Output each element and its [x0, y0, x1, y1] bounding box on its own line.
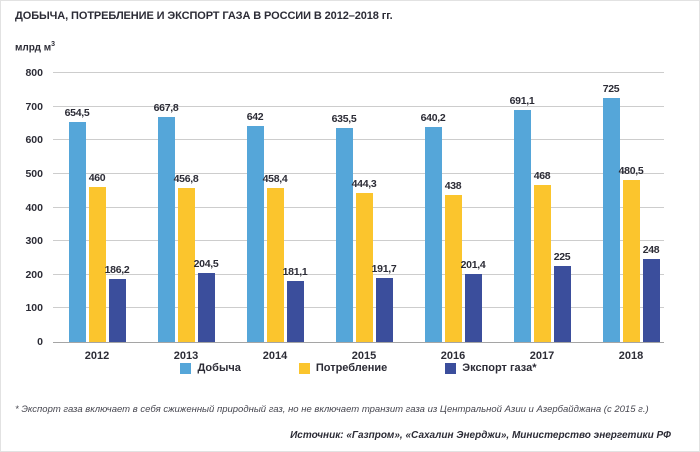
value-label-Потребление-2013: 456,8 — [173, 173, 199, 185]
value-label-Потребление-2014: 458,4 — [262, 173, 288, 185]
bar-Добыча-2014 — [246, 126, 264, 342]
value-label-Потребление-2015: 444,3 — [351, 178, 377, 190]
y-tick-label-200: 200 — [25, 268, 43, 281]
y-tick-label-500: 500 — [25, 167, 43, 180]
x-tick-label-2017: 2017 — [529, 350, 555, 362]
bar-Потребление-2018 — [622, 180, 640, 342]
value-label-Экспорт газа*-2014: 181,1 — [282, 266, 308, 278]
x-tick-label-2015: 2015 — [351, 350, 377, 362]
unit-text: млрд м — [15, 42, 52, 54]
bar-Добыча-2018 — [602, 98, 620, 342]
chart-title: ДОБЫЧА, ПОТРЕБЛЕНИЕ И ЭКСПОРТ ГАЗА В РОС… — [15, 10, 393, 22]
legend-swatch-icon — [298, 362, 310, 374]
bar-Экспорт газа*-2017 — [553, 266, 571, 342]
value-label-Экспорт газа*-2017: 225 — [553, 251, 571, 263]
value-label-Потребление-2017: 468 — [533, 170, 551, 182]
value-label-Потребление-2012: 460 — [88, 172, 106, 184]
bar-Добыча-2017 — [513, 110, 531, 342]
legend-label: Экспорт газа* — [462, 362, 537, 374]
bar-Потребление-2014 — [266, 188, 284, 342]
value-label-Добыча-2016: 640,2 — [420, 112, 446, 124]
value-label-Добыча-2017: 691,1 — [509, 95, 535, 107]
bar-Добыча-2013 — [157, 117, 175, 342]
bar-Экспорт газа*-2014 — [286, 281, 304, 342]
legend-item-Потребление: Потребление — [298, 362, 388, 374]
gridline-800 — [53, 72, 664, 73]
bar-Экспорт газа*-2016 — [464, 274, 482, 342]
legend-swatch-icon — [180, 362, 192, 374]
bar-chart-plot-area: 654,5 460 186,2 2012 667,8 456,8 204,5 2013 642 4… — [53, 72, 664, 362]
value-label-Экспорт газа*-2018: 248 — [642, 244, 660, 256]
x-tick-label-2013: 2013 — [173, 350, 199, 362]
y-tick-label-600: 600 — [25, 134, 43, 147]
bar-Экспорт газа*-2012 — [108, 279, 126, 342]
bar-Потребление-2015 — [355, 193, 373, 342]
value-label-Добыча-2013: 667,8 — [153, 102, 179, 114]
value-label-Добыча-2014: 642 — [246, 111, 264, 123]
legend-item-Добыча: Добыча — [180, 362, 241, 374]
value-label-Экспорт газа*-2015: 191,7 — [371, 263, 397, 275]
legend-label: Добыча — [197, 362, 241, 374]
value-label-Добыча-2015: 635,5 — [331, 113, 357, 125]
value-label-Добыча-2012: 654,5 — [64, 107, 90, 119]
x-tick-label-2012: 2012 — [84, 350, 110, 362]
gridline-600 — [53, 139, 664, 141]
y-tick-label-100: 100 — [25, 302, 43, 315]
value-label-Добыча-2018: 725 — [602, 83, 620, 95]
unit-superscript: 3 — [51, 41, 56, 48]
legend-item-Экспорт газа*: Экспорт газа* — [445, 362, 537, 374]
value-label-Потребление-2018: 480,5 — [618, 165, 644, 177]
value-label-Экспорт газа*-2013: 204,5 — [193, 258, 219, 270]
chart-legend: Добыча Потребление Экспорт газа* — [53, 362, 664, 374]
bar-Экспорт газа*-2015 — [375, 278, 393, 342]
y-tick-label-0: 0 — [37, 336, 43, 348]
bar-Добыча-2012 — [68, 122, 86, 342]
bar-Экспорт газа*-2018 — [642, 259, 660, 342]
x-tick-label-2014: 2014 — [262, 350, 288, 362]
y-tick-label-700: 700 — [25, 100, 43, 113]
legend-swatch-icon — [445, 362, 457, 374]
gridline-500 — [53, 172, 664, 174]
footnote: * Экспорт газа включает в себя сжиженный… — [15, 404, 649, 415]
bar-Экспорт газа*-2013 — [197, 273, 215, 342]
value-label-Экспорт газа*-2012: 186,2 — [104, 264, 130, 276]
bar-Добыча-2016 — [424, 127, 442, 342]
bar-Потребление-2017 — [533, 185, 551, 342]
y-tick-label-300: 300 — [25, 235, 43, 248]
value-label-Экспорт газа*-2016: 201,4 — [460, 259, 486, 271]
bar-Потребление-2012 — [88, 187, 106, 342]
legend-label: Потребление — [315, 362, 388, 374]
bar-Потребление-2013 — [177, 188, 195, 342]
x-tick-label-2018: 2018 — [618, 350, 644, 362]
x-tick-label-2016: 2016 — [440, 350, 466, 362]
y-tick-label-800: 800 — [25, 67, 43, 79]
y-axis-unit-label: млрд м3 — [15, 41, 55, 53]
bar-Добыча-2015 — [335, 128, 353, 342]
y-tick-label-400: 400 — [25, 201, 43, 214]
value-label-Потребление-2016: 438 — [444, 180, 462, 192]
source-attribution: Источник: «Газпром», «Сахалин Энерджи», … — [290, 430, 671, 441]
gridline-700 — [53, 105, 664, 107]
gridline-0 — [53, 342, 664, 343]
bar-Потребление-2016 — [444, 195, 462, 342]
